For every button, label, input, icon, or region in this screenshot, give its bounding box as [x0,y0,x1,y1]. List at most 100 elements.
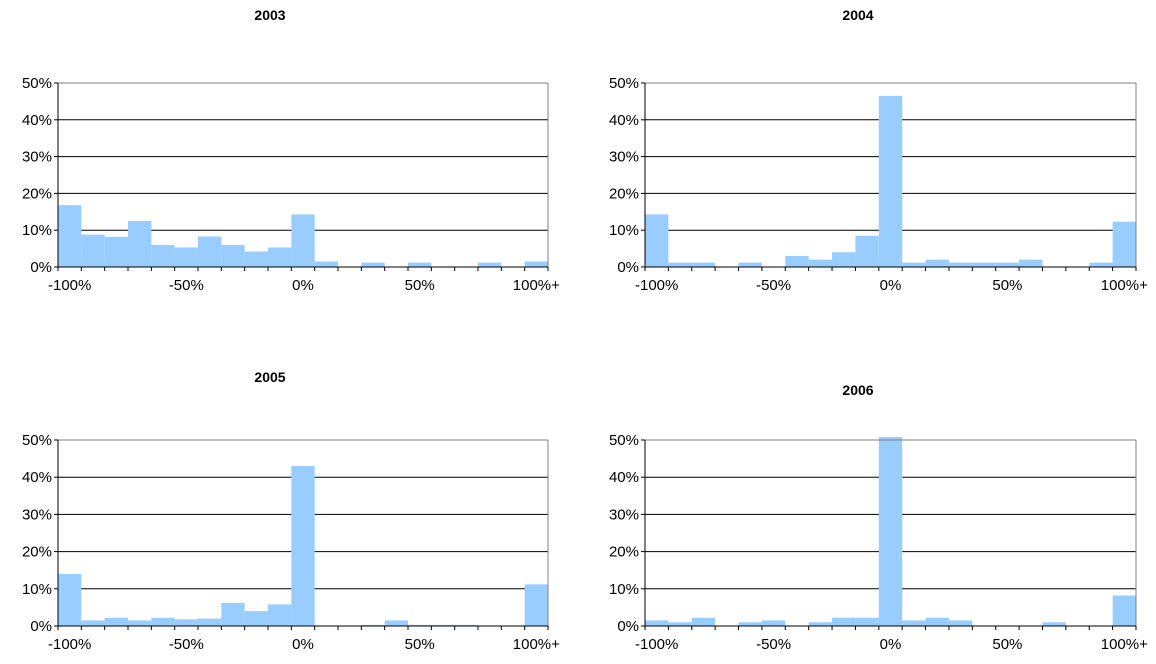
y-tick-label: 30% [609,149,639,166]
y-tick-label: 10% [22,581,52,598]
histogram-bar [808,259,833,267]
y-tick-label: 20% [22,185,52,202]
histogram-bar [198,618,222,626]
histogram-bar [81,234,105,267]
histogram-bar [198,236,222,267]
x-tick-label: -100% [635,277,678,294]
histogram-bar [668,622,692,626]
histogram-bar [972,262,996,267]
histogram-bar [408,262,432,267]
histogram-bar [691,617,716,626]
x-tick-label: 0% [880,277,902,294]
y-tick-label: 40% [22,112,52,129]
y-tick-label: 20% [609,185,639,202]
x-tick-label: 0% [292,277,314,294]
y-tick-label: 0% [617,618,639,635]
chart-title: 2006 [842,382,873,398]
histogram-bar [58,573,82,626]
histogram-bar [524,584,548,626]
histogram-bar [244,251,268,267]
histogram-bar [291,214,315,267]
x-tick-label: 100%+ [513,277,560,294]
histogram-bar [361,624,385,626]
x-tick-label: 50% [992,277,1022,294]
histogram-bar [668,262,692,267]
y-tick-label: 20% [609,544,639,561]
histogram-bar [925,617,949,626]
x-tick-label: -50% [756,277,791,294]
x-tick-label: -50% [756,636,791,653]
histogram-bar [645,214,669,267]
histogram-bar [902,262,926,267]
histogram-bar [1089,262,1113,267]
x-tick-label: -100% [48,277,91,294]
x-tick-label: 100%+ [1101,636,1148,653]
histogram-bar [58,205,82,267]
y-tick-label: 40% [609,112,639,129]
chart-title: 2005 [254,369,285,385]
chart-panel: 2003 0% 10% 20% 30% 40% 50% -100% -50% 0% 50% 100%+ [22,7,560,294]
histogram-bar [268,604,292,626]
chart-panel: 2006 0% 10% 20% 30% 40% 50% -100% -50% 0% 50% 100%+ [609,382,1148,653]
y-tick-label: 40% [609,469,639,486]
histogram-bar [151,617,175,626]
x-tick-label: 50% [405,277,435,294]
histogram-bar [785,255,809,267]
x-tick-label: 50% [405,636,435,653]
histogram-bar [104,617,128,626]
y-tick-label: 20% [22,544,52,561]
y-tick-label: 0% [30,618,52,635]
y-tick-label: 50% [22,432,52,449]
histogram-bar [878,95,903,267]
chart-panel: 2005 0% 10% 20% 30% 40% 50% -100% -50% 0% 50% 100%+ [22,369,560,653]
chart-title: 2004 [842,7,873,23]
histogram-bar [738,262,762,267]
x-tick-label: -100% [48,636,91,653]
histogram-bar [408,624,432,626]
histogram-bar [761,620,786,626]
histogram-bar [1112,221,1136,267]
y-tick-label: 0% [30,259,52,276]
histogram-bar [174,619,198,626]
histogram-bar [361,262,385,267]
histogram-bar [691,262,716,267]
histogram-bar [291,466,315,626]
histogram-bar [902,620,926,626]
histogram-bar [478,262,502,267]
histogram-bar [1112,595,1136,626]
y-tick-label: 50% [609,75,639,92]
y-tick-label: 10% [609,222,639,239]
histogram-bar [128,221,152,267]
histogram-bar [925,259,949,267]
x-tick-label: 50% [992,636,1022,653]
y-tick-label: 50% [22,75,52,92]
x-tick-label: 0% [292,636,314,653]
histogram-bar [948,262,973,267]
histogram-bar [878,437,903,626]
histogram-bar [524,261,548,267]
histogram-bar [855,235,879,267]
y-tick-label: 10% [609,581,639,598]
x-tick-label: 100%+ [1101,277,1148,294]
histogram-bar [948,620,973,626]
y-tick-label: 30% [22,506,52,523]
histogram-bar [855,617,879,626]
y-tick-label: 50% [609,432,639,449]
histogram-bar [221,602,245,626]
histogram-bar [1042,622,1066,626]
histogram-bar [738,622,762,626]
histogram-bar [104,236,128,267]
x-tick-label: 100%+ [513,636,560,653]
histogram-bar [81,620,105,626]
x-tick-label: 0% [880,636,902,653]
histogram-bar [221,244,245,267]
histogram-bar [151,244,175,267]
y-tick-label: 30% [22,149,52,166]
y-tick-label: 30% [609,506,639,523]
histogram-bar [314,261,338,267]
y-tick-label: 10% [22,222,52,239]
histogram-bar [244,611,268,626]
histogram-bar [268,247,292,267]
histogram-bar [1019,259,1043,267]
